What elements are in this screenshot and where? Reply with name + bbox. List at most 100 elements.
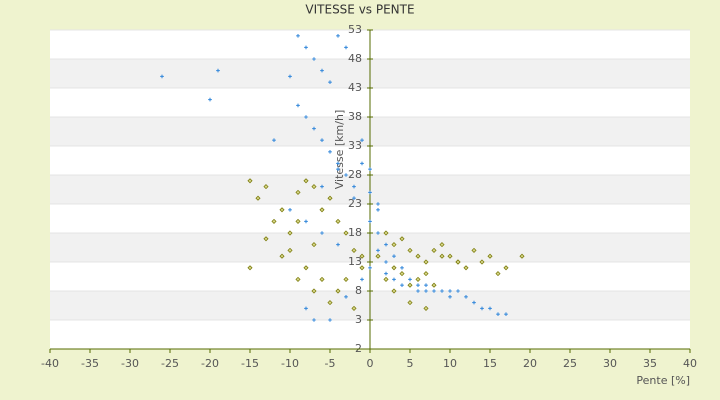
- point: [360, 138, 364, 142]
- x-tick-label: 35: [643, 357, 657, 370]
- point: [312, 57, 316, 61]
- x-tick-label: -10: [281, 357, 299, 370]
- y-tick-label: 53: [348, 23, 362, 36]
- point: [391, 265, 397, 271]
- point: [216, 68, 220, 73]
- point: [431, 247, 437, 253]
- point: [368, 167, 372, 171]
- point: [376, 248, 380, 253]
- point: [344, 45, 348, 50]
- point: [439, 253, 445, 259]
- x-tick-label: -20: [201, 357, 219, 370]
- point: [336, 167, 340, 171]
- point: [480, 306, 484, 311]
- point: [288, 208, 292, 212]
- point: [463, 265, 469, 271]
- point: [287, 247, 293, 253]
- point: [295, 189, 301, 195]
- point: [424, 283, 428, 287]
- point: [303, 265, 309, 271]
- y-tick-label: 38: [348, 110, 362, 123]
- point: [351, 247, 357, 253]
- point: [376, 208, 380, 212]
- point: [376, 202, 380, 206]
- point: [320, 231, 324, 235]
- point: [319, 276, 325, 282]
- point: [344, 295, 348, 299]
- y-tick-label: 33: [348, 139, 362, 152]
- x-tick-label: -30: [121, 357, 139, 370]
- point: [391, 242, 397, 248]
- point: [312, 318, 316, 322]
- point: [320, 138, 324, 142]
- point: [263, 236, 269, 242]
- point: [456, 289, 460, 293]
- point: [407, 282, 413, 288]
- point: [487, 253, 493, 259]
- point: [423, 305, 429, 311]
- point: [336, 34, 340, 38]
- point: [399, 236, 405, 242]
- point: [423, 271, 429, 277]
- point: [279, 207, 285, 213]
- point: [415, 253, 421, 259]
- point: [384, 242, 388, 247]
- point: [400, 283, 404, 287]
- point: [335, 288, 341, 294]
- y-tick-label: 3: [355, 313, 362, 326]
- point: [464, 295, 468, 299]
- point: [304, 219, 308, 224]
- point: [383, 276, 389, 282]
- point: [271, 218, 277, 224]
- chart-title: VITESSE vs PENTE: [305, 3, 414, 17]
- point: [503, 265, 509, 271]
- point: [343, 276, 349, 282]
- point: [319, 207, 325, 213]
- x-tick-label: 40: [683, 357, 697, 370]
- x-tick-label: 10: [443, 357, 457, 370]
- point: [335, 218, 341, 224]
- point: [519, 253, 525, 259]
- point: [272, 138, 276, 142]
- point: [392, 254, 396, 258]
- point: [416, 289, 420, 293]
- point: [296, 34, 300, 38]
- point: [448, 289, 452, 293]
- point: [384, 260, 388, 264]
- x-tick-label: 0: [367, 357, 374, 370]
- point: [439, 242, 445, 248]
- x-tick-label: 15: [483, 357, 497, 370]
- point: [311, 242, 317, 248]
- y-tick-label: 13: [348, 255, 362, 268]
- point: [415, 276, 421, 282]
- point: [208, 97, 212, 102]
- x-tick-label: -35: [81, 357, 99, 370]
- point: [376, 231, 380, 235]
- x-tick-label: -40: [41, 357, 59, 370]
- y-tick-label: 23: [348, 197, 362, 210]
- point: [352, 184, 356, 189]
- point: [287, 230, 293, 236]
- y-tick-label: 28: [348, 168, 362, 181]
- point: [279, 253, 285, 259]
- point: [320, 184, 324, 189]
- point: [311, 184, 317, 190]
- point: [247, 265, 253, 271]
- y-axis-label: Vitesse [km/h]: [333, 110, 346, 190]
- y-tick-label: 48: [348, 52, 362, 65]
- point: [416, 283, 420, 287]
- x-tick-label: -15: [241, 357, 259, 370]
- point: [247, 178, 253, 184]
- point: [320, 68, 324, 73]
- point: [423, 259, 429, 265]
- point: [447, 253, 453, 259]
- point: [399, 271, 405, 277]
- point: [304, 45, 308, 50]
- point: [383, 230, 389, 236]
- point: [343, 230, 349, 236]
- point: [304, 306, 308, 311]
- point: [255, 195, 261, 201]
- x-tick-label: 25: [563, 357, 577, 370]
- point: [351, 305, 357, 311]
- point: [400, 266, 404, 270]
